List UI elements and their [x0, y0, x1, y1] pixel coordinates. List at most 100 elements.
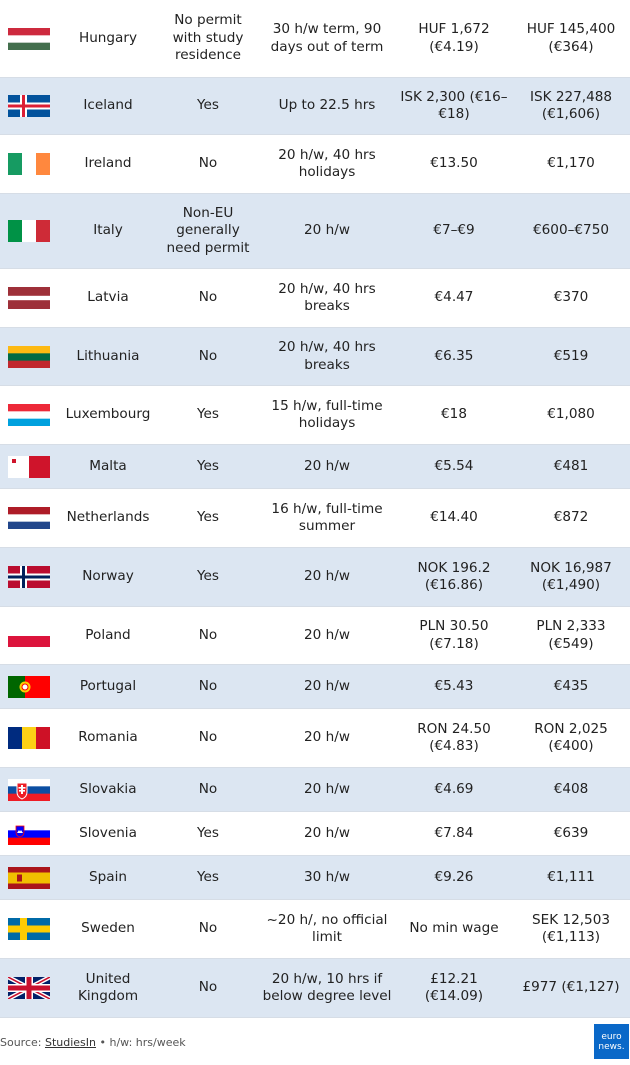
hungary-flag [8, 27, 50, 50]
flag-cell [0, 153, 58, 175]
monthly-wage-cell: RON 2,025 (€400) [534, 720, 608, 755]
lithuania-flag [8, 345, 50, 368]
flag-cell [0, 727, 58, 749]
monthly-wage-cell: €408 [553, 780, 589, 797]
hours-cell: 20 h/w [304, 568, 350, 585]
hourly-wage-cell: €14.40 [430, 509, 478, 526]
table-row: Luxembourg Yes 15 h/w, full-time holidays €… [0, 386, 630, 445]
hourly-wage-cell: €13.50 [430, 155, 478, 172]
permit-cell: Yes [197, 568, 219, 585]
hourly-wage-cell: €9.26 [434, 868, 474, 885]
hours-cell: 20 h/w [304, 626, 350, 643]
permit-cell: Yes [197, 868, 219, 885]
country-cell: Italy [93, 222, 123, 239]
country-cell: Malta [89, 457, 127, 474]
hourly-wage-cell: No min wage [409, 920, 499, 937]
source-note: Source: StudiesIn • h/w: hrs/week [0, 1036, 186, 1049]
hourly-wage-cell: NOK 196.2 (€16.86) [417, 559, 491, 594]
permit-cell: Yes [197, 97, 219, 114]
spain-flag [8, 866, 50, 889]
table-row: United Kingdom No 20 h/w, 10 hrs if below … [0, 959, 630, 1018]
hours-cell: 20 h/w, 40 hrs breaks [278, 280, 376, 315]
hourly-wage-cell: €5.43 [434, 677, 474, 694]
hourly-wage-cell: €18 [441, 406, 467, 423]
hourly-wage-cell: €7.84 [434, 824, 474, 841]
monthly-wage-cell: €872 [553, 509, 589, 526]
flag-cell [0, 220, 58, 242]
country-cell: Portugal [79, 677, 137, 694]
italy-flag [8, 220, 50, 242]
monthly-wage-cell: PLN 2,333 (€549) [536, 618, 606, 652]
norway-flag [8, 566, 50, 588]
poland-flag [8, 624, 50, 647]
flag-cell [0, 822, 58, 845]
country-cell: Sweden [81, 920, 135, 937]
monthly-wage-cell: €370 [553, 289, 589, 306]
monthly-wage-cell: €435 [553, 677, 589, 694]
hours-cell: ~20 h/, no official limit [266, 911, 388, 946]
hours-cell: 15 h/w, full-time holidays [271, 397, 383, 432]
flag-cell [0, 287, 58, 309]
slovakia-flag [8, 778, 50, 801]
flag-cell [0, 977, 58, 999]
hours-cell: 20 h/w [304, 729, 350, 746]
table-row: Portugal No 20 h/w €5.43 €435 [0, 665, 630, 709]
table-row: Lithuania No 20 h/w, 40 hrs breaks €6.35 €51… [0, 328, 630, 386]
flag-cell [0, 455, 58, 478]
hours-cell: 30 h/w term, 90 days out of term [270, 21, 384, 55]
table-row: Iceland Yes Up to 22.5 hrs ISK 2,300 (€16–€… [0, 78, 630, 135]
romania-flag [8, 727, 50, 749]
monthly-wage-cell: NOK 16,987 (€1,490) [530, 559, 612, 594]
luxembourg-flag [8, 404, 50, 426]
flag-cell [0, 404, 58, 426]
hourly-wage-cell: €6.35 [434, 347, 474, 364]
permit-cell: No [198, 289, 218, 306]
flag-cell [0, 675, 58, 698]
country-cell: Lithuania [76, 347, 140, 364]
monthly-wage-cell: HUF 145,400 (€364) [526, 21, 616, 55]
logo-line-1: euro [601, 1031, 622, 1042]
abbreviation-note: • h/w: hrs/week [96, 1036, 186, 1049]
monthly-wage-cell: £977 (€1,127) [522, 979, 620, 996]
country-cell: Iceland [83, 97, 133, 114]
united-kingdom-flag [8, 977, 50, 999]
country-cell: Spain [89, 868, 127, 885]
flag-cell [0, 866, 58, 889]
permit-cell: No [198, 677, 218, 694]
monthly-wage-cell: €600–€750 [533, 222, 609, 239]
country-cell: Ireland [84, 155, 132, 172]
hours-cell: 20 h/w [304, 824, 350, 841]
hourly-wage-cell: €4.69 [434, 780, 474, 797]
flag-cell [0, 566, 58, 588]
slovenia-flag [8, 822, 50, 845]
hourly-wage-cell: PLN 30.50 (€7.18) [419, 618, 489, 652]
table-row: Latvia No 20 h/w, 40 hrs breaks €4.47 €370 [0, 269, 630, 328]
hourly-wage-cell: €4.47 [434, 289, 474, 306]
table-row: Hungary No permit with study residence 30 … [0, 0, 630, 78]
country-cell: Netherlands [66, 509, 150, 526]
source-prefix: Source: [0, 1036, 45, 1049]
hours-cell: 20 h/w, 10 hrs if below degree level [262, 970, 392, 1005]
monthly-wage-cell: €1,170 [547, 155, 595, 172]
source-link[interactable]: StudiesIn [44, 1036, 97, 1049]
permit-cell: No [198, 347, 218, 364]
flag-cell [0, 95, 58, 117]
sweden-flag [8, 918, 50, 940]
hourly-wage-cell: RON 24.50 (€4.83) [417, 720, 491, 755]
country-cell: Norway [82, 568, 134, 585]
flag-cell [0, 624, 58, 647]
hours-cell: 20 h/w [304, 780, 350, 797]
flag-cell [0, 918, 58, 940]
hours-cell: 20 h/w [304, 457, 350, 474]
country-cell: Latvia [87, 289, 129, 306]
table-row: Norway Yes 20 h/w NOK 196.2 (€16.86) NOK 16,… [0, 548, 630, 607]
hours-cell: 30 h/w [304, 868, 350, 885]
hours-cell: 20 h/w [304, 222, 350, 239]
malta-flag [8, 455, 50, 478]
permit-cell: No [198, 979, 218, 996]
monthly-wage-cell: ISK 227,488 (€1,606) [529, 88, 613, 123]
monthly-wage-cell: €639 [553, 824, 589, 841]
portugal-flag [8, 675, 50, 698]
flag-cell [0, 345, 58, 368]
monthly-wage-cell: SEK 12,503 (€1,113) [531, 911, 611, 946]
